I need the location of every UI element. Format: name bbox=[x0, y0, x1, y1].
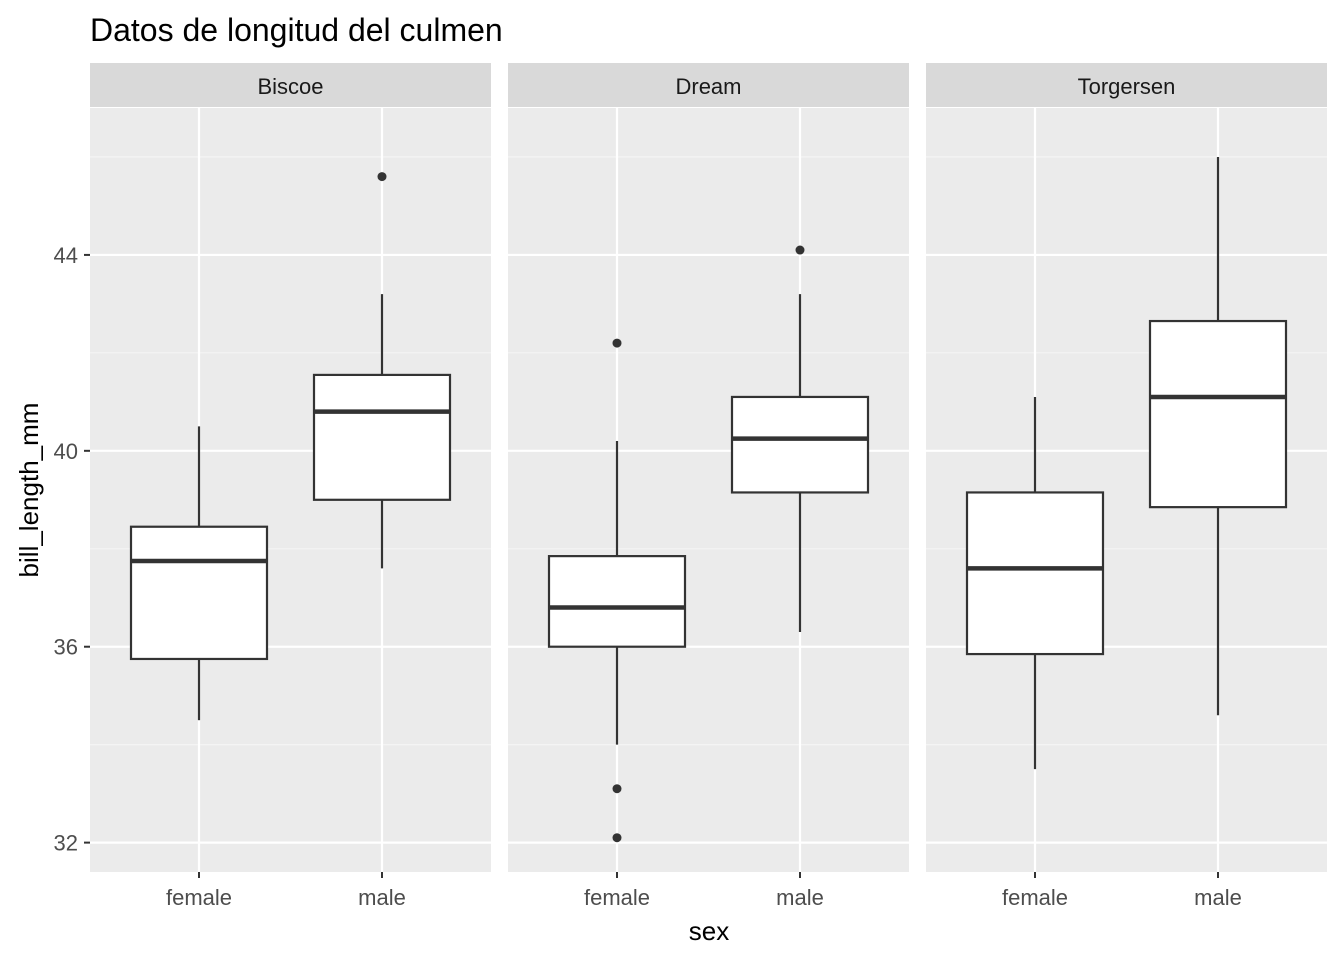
facet-panel-biscoe: Biscoe female male bbox=[90, 63, 491, 910]
facet-panel-torgersen: Torgersen female male bbox=[926, 63, 1327, 910]
x-tick-label: male bbox=[776, 885, 824, 910]
facet-strip-label: Biscoe bbox=[257, 74, 323, 99]
facet-strip bbox=[926, 63, 1327, 107]
facet-strip bbox=[508, 63, 909, 107]
box-iqr bbox=[1148, 319, 1288, 509]
x-tick-label: male bbox=[358, 885, 406, 910]
facet-panel-dream: Dream female male bbox=[508, 63, 909, 910]
x-tick-label: female bbox=[166, 885, 232, 910]
boxplot-female bbox=[129, 426, 269, 721]
box-iqr bbox=[312, 373, 452, 501]
box-iqr bbox=[547, 555, 687, 648]
x-axis-title: sex bbox=[689, 916, 729, 946]
x-tick-label: male bbox=[1194, 885, 1242, 910]
y-tick-label: 40 bbox=[54, 439, 78, 464]
outlier-point bbox=[612, 833, 622, 843]
box-iqr bbox=[129, 525, 269, 661]
facet-strip bbox=[90, 63, 491, 107]
y-tick-label: 44 bbox=[54, 243, 78, 268]
y-tick-label: 32 bbox=[54, 831, 78, 856]
facet-strip-label: Torgersen bbox=[1078, 74, 1176, 99]
boxplot-male bbox=[312, 172, 452, 569]
box-iqr bbox=[965, 491, 1105, 656]
facet-strip-label: Dream bbox=[675, 74, 741, 99]
box-iqr bbox=[730, 395, 870, 494]
y-tick-label: 36 bbox=[54, 635, 78, 660]
y-axis: 32 36 40 44 bbox=[54, 243, 90, 856]
boxplot-female bbox=[965, 396, 1105, 770]
x-tick-label: female bbox=[1002, 885, 1068, 910]
outlier-point bbox=[612, 784, 622, 794]
y-axis-title: bill_length_mm bbox=[14, 403, 44, 578]
x-tick-label: female bbox=[584, 885, 650, 910]
outlier-point bbox=[377, 172, 387, 182]
boxplot-male bbox=[1148, 156, 1288, 716]
outlier-point bbox=[795, 245, 805, 255]
outlier-point bbox=[612, 338, 622, 348]
boxplot-female bbox=[547, 338, 687, 843]
boxplot-male bbox=[730, 245, 870, 633]
chart-title: Datos de longitud del culmen bbox=[90, 12, 503, 48]
